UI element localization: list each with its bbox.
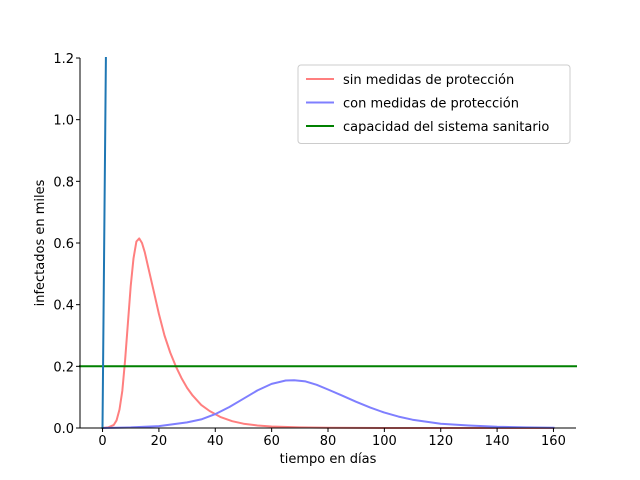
legend: sin medidas de protección con medidas de …	[297, 64, 571, 144]
series-line-4	[101, 56, 107, 430]
y-axis-label: infectados en miles	[33, 179, 48, 306]
legend-entry: capacidad del sistema sanitario	[343, 120, 549, 135]
plot-lines	[79, 56, 577, 430]
y-tick-label: 0.2	[53, 360, 74, 375]
legend-box	[297, 64, 571, 144]
x-tick-label: 140	[485, 434, 510, 449]
legend-entry: sin medidas de protección	[343, 73, 514, 88]
y-tick-label: 0.6	[53, 237, 74, 252]
x-tick-label: 0	[98, 434, 106, 449]
x-tick-label: 40	[207, 434, 224, 449]
y-tick-label: 0.8	[53, 175, 74, 190]
series-line-1	[101, 237, 555, 430]
y-tick-label: 1.2	[53, 52, 74, 67]
x-tick-label: 120	[428, 434, 453, 449]
y-tick-label: 0.0	[53, 422, 74, 437]
x-tick-label: 20	[151, 434, 168, 449]
x-tick-label: 160	[541, 434, 566, 449]
x-tick-label: 60	[263, 434, 280, 449]
x-tick-label: 80	[320, 434, 337, 449]
x-axis-label: tiempo en días	[280, 452, 377, 467]
y-tick-label: 0.4	[53, 299, 74, 314]
x-tick-label: 100	[372, 434, 397, 449]
legend-entry: con medidas de protección	[343, 97, 519, 112]
series-line-2	[101, 379, 555, 430]
ticks: 0 20 40 60 80 100 120 140 160 0.0 0.2 0.4 0.6 0.8 1.0 1…	[53, 52, 566, 449]
y-tick-label: 1.0	[53, 114, 74, 129]
